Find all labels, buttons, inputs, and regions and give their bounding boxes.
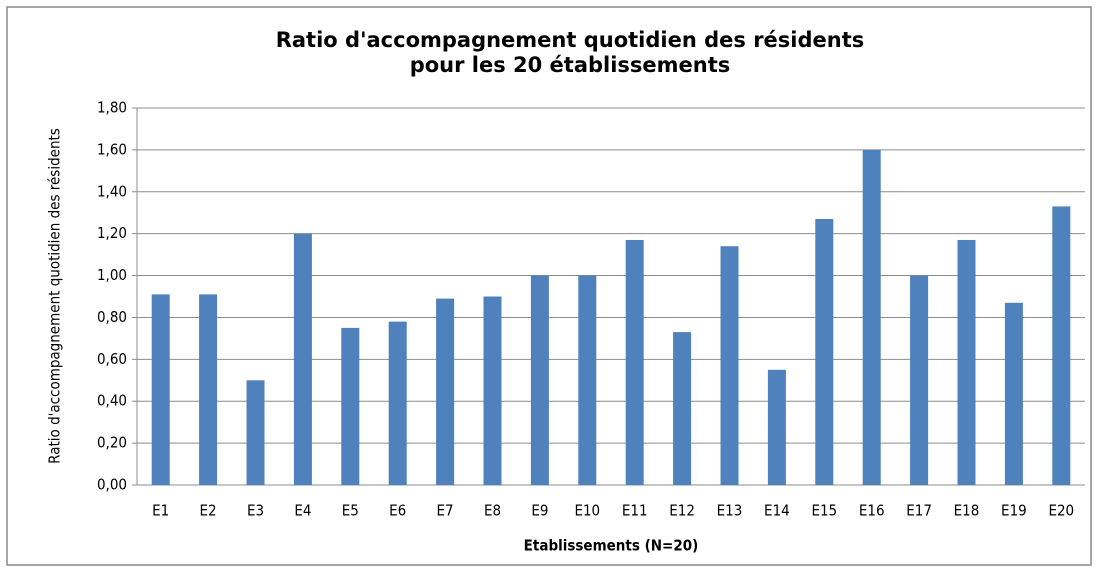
bar (341, 327, 360, 485)
x-tick-label: E5 (342, 502, 359, 520)
y-tick-label: 0,40 (97, 392, 127, 410)
x-tick-label: E4 (294, 502, 311, 520)
bar (151, 294, 170, 485)
y-tick-label: 1,40 (97, 182, 127, 200)
bar (530, 275, 549, 485)
bar (246, 380, 265, 485)
y-tick-label: 0,00 (97, 476, 127, 494)
x-tick-label: E17 (906, 502, 932, 520)
y-tick-label: 1,80 (97, 99, 127, 117)
x-tick-label: E15 (811, 502, 837, 520)
y-tick-label: 0,60 (97, 350, 127, 368)
x-tick-label: E19 (1001, 502, 1027, 520)
y-tick-label: 0,20 (97, 434, 127, 452)
x-tick-label: E11 (622, 502, 648, 520)
x-tick-label: E16 (859, 502, 885, 520)
x-tick-label: E10 (574, 502, 600, 520)
y-tick-label: 1,00 (97, 266, 127, 284)
x-tick-label: E7 (437, 502, 454, 520)
y-tick-label: 1,20 (97, 224, 127, 242)
x-tick-label: E8 (484, 502, 501, 520)
bar (578, 275, 597, 485)
x-tick-label: E1 (152, 502, 169, 520)
bar (483, 296, 502, 485)
bar (815, 219, 834, 485)
bar (625, 239, 644, 485)
chart-title: Ratio d'accompagnement quotidien des rés… (275, 28, 865, 77)
bar (1004, 302, 1023, 485)
bar (436, 298, 455, 485)
x-tick-label: E14 (764, 502, 790, 520)
x-tick-label: E18 (954, 502, 980, 520)
bar (862, 149, 881, 485)
bar (957, 239, 976, 485)
y-tick-label: 0,80 (97, 308, 127, 326)
x-tick-label: E9 (531, 502, 548, 520)
bar (720, 246, 739, 485)
x-tick-label: E3 (247, 502, 264, 520)
bar (673, 332, 692, 485)
bar (199, 294, 218, 485)
x-tick-label: E12 (669, 502, 695, 520)
bar (388, 321, 407, 485)
bar (910, 275, 929, 485)
bar (767, 369, 786, 485)
bar (1052, 206, 1071, 485)
bar (293, 233, 312, 485)
chart-frame (6, 6, 1092, 566)
x-tick-label: E2 (200, 502, 217, 520)
x-axis-label: Etablissements (N=20) (524, 537, 699, 555)
x-tick-label: E20 (1048, 502, 1074, 520)
x-tick-label: E13 (717, 502, 743, 520)
y-tick-label: 1,60 (97, 140, 127, 158)
y-axis-label: Ratio d'accompagnement quotidien des rés… (46, 128, 64, 464)
x-tick-label: E6 (389, 502, 406, 520)
